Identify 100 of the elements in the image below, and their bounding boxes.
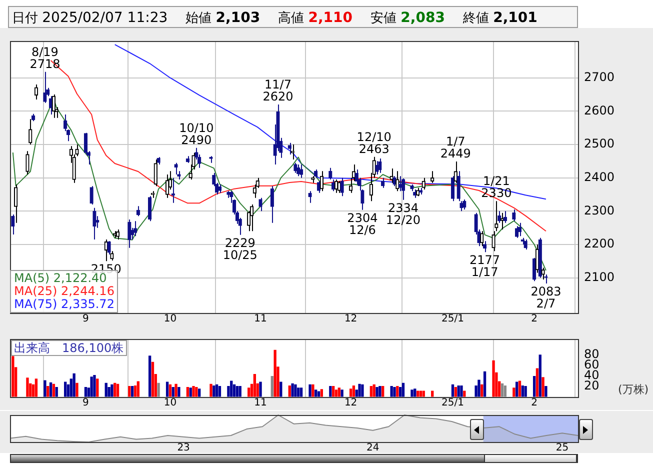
bar	[218, 386, 222, 397]
bar	[198, 388, 201, 397]
bar	[76, 382, 78, 397]
candlestick	[75, 144, 79, 157]
text: 日付 2025/02/07 11:23	[12, 10, 168, 26]
bar	[64, 382, 67, 397]
bar	[192, 386, 195, 397]
bar	[116, 384, 120, 397]
bar	[504, 385, 507, 397]
bar	[308, 384, 312, 397]
bar	[416, 390, 420, 397]
bar	[390, 386, 393, 397]
candlestick	[390, 168, 394, 184]
bar	[259, 382, 262, 397]
bar	[172, 387, 174, 397]
bar	[376, 387, 378, 397]
bar	[410, 390, 414, 397]
bar	[463, 390, 466, 397]
annotation: 2083 2/7	[530, 284, 562, 310]
bar	[49, 382, 52, 397]
bar	[131, 386, 134, 397]
candlestick	[28, 118, 32, 146]
bar	[230, 380, 233, 397]
candlestick	[520, 237, 524, 245]
y-tick-label: 2200	[584, 236, 615, 251]
candlestick	[133, 220, 138, 237]
bar	[454, 387, 457, 397]
candlestick	[538, 237, 542, 278]
bar	[521, 385, 524, 397]
bar	[93, 375, 96, 397]
candlestick	[14, 184, 18, 224]
bar	[186, 387, 190, 397]
text: 安値 2,083	[370, 10, 445, 26]
bar	[352, 385, 356, 397]
candlestick	[270, 186, 274, 224]
candlestick	[492, 230, 496, 252]
candlestick	[541, 267, 545, 280]
candlestick	[48, 96, 53, 116]
bar	[178, 387, 180, 397]
annotation: 2177 1/17	[470, 253, 500, 280]
bar	[55, 387, 58, 397]
candlestick	[396, 170, 400, 192]
bar	[189, 388, 192, 397]
bar	[370, 386, 373, 397]
candlestick	[288, 142, 292, 156]
candlestick	[156, 156, 160, 166]
bar	[544, 386, 548, 397]
bar	[96, 378, 99, 397]
bar	[157, 382, 160, 397]
candlestick	[311, 176, 315, 184]
bar	[332, 386, 335, 397]
candlestick	[92, 207, 96, 240]
bar	[457, 385, 460, 397]
bar	[134, 385, 137, 397]
candlestick	[294, 162, 298, 174]
bar	[136, 381, 140, 397]
x-tick-label: 9	[82, 397, 89, 408]
bar	[398, 387, 402, 397]
candlestick	[456, 170, 460, 202]
bar	[338, 388, 340, 397]
candlestick	[401, 178, 406, 200]
bar	[148, 356, 152, 397]
bar	[334, 390, 338, 397]
bar	[128, 386, 131, 397]
candlestick	[340, 177, 344, 197]
x-tick-label: 25/1	[442, 313, 464, 324]
x-tick-label: 12	[344, 397, 358, 408]
bar	[253, 374, 256, 397]
bar	[393, 387, 396, 397]
candlestick	[104, 238, 108, 262]
candlestick	[258, 197, 262, 212]
candlestick	[512, 208, 516, 222]
candlestick	[128, 218, 132, 248]
candlestick	[171, 177, 175, 204]
bar	[212, 385, 216, 397]
bar	[396, 386, 399, 397]
bar	[492, 360, 495, 397]
bar	[215, 384, 218, 397]
annotation: 11/7 2620	[262, 78, 294, 104]
bar	[372, 384, 376, 397]
y-tick-label: 2400	[584, 170, 615, 184]
bar	[340, 390, 344, 397]
bar	[542, 377, 544, 397]
bar	[480, 384, 484, 397]
candlestick	[299, 164, 304, 178]
bar	[248, 388, 250, 397]
candlestick	[532, 257, 536, 282]
candlestick	[515, 226, 519, 238]
candlestick	[26, 150, 30, 175]
candlestick	[107, 241, 111, 255]
y-tick-label: 2700	[584, 70, 615, 84]
candlestick	[482, 240, 487, 253]
bar	[358, 384, 361, 397]
bar	[317, 391, 320, 397]
bar	[349, 388, 352, 397]
x-tick-label: 9	[82, 313, 89, 324]
candlestick	[480, 230, 484, 247]
candlestick	[177, 170, 181, 180]
bar	[110, 384, 114, 397]
bar	[274, 350, 276, 397]
